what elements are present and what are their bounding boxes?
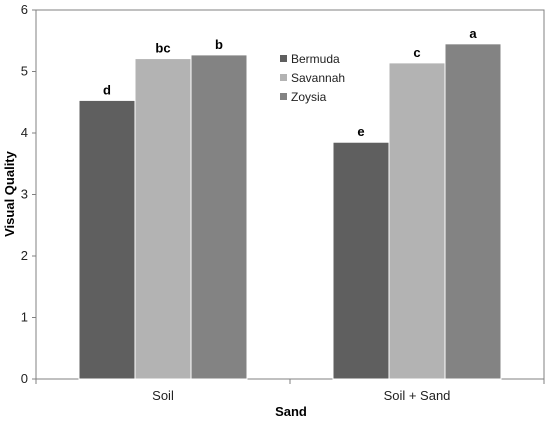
data-label: c [413,45,420,60]
y-tick-label: 6 [21,2,28,17]
x-axis: Soil Soil + Sand [35,379,545,403]
y-tick-label: 4 [21,125,28,140]
legend-label: Bermuda [291,52,340,66]
legend-swatch [280,74,287,81]
bars: d bc b e c a [78,26,502,380]
y-tick-label: 0 [21,371,28,386]
data-label: d [103,82,111,97]
data-label: e [357,124,364,139]
legend-label: Zoysia [291,90,327,104]
x-tick-label: Soil + Sand [384,388,451,403]
x-tick-label: Soil [152,388,174,403]
bar-savannah-soil-sand [388,62,446,380]
bar-savannah-soil [134,58,192,380]
bar-zoysia-soil-sand [444,43,502,380]
data-label: a [469,26,477,41]
legend-swatch [280,55,287,62]
bar-bermuda-soil [78,99,136,380]
x-axis-title: Sand [275,404,307,419]
legend-label: Savannah [291,71,345,85]
bar-bermuda-soil-sand [332,141,390,380]
y-tick-label: 2 [21,248,28,263]
bar-zoysia-soil [190,54,248,380]
data-label: bc [155,41,170,56]
y-tick-label: 3 [21,187,28,202]
data-label: b [215,37,223,52]
legend-swatch [280,93,287,100]
y-axis-title: Visual Quality [2,150,17,237]
y-axis: 0 1 2 3 4 5 6 [21,2,36,386]
y-tick-label: 5 [21,64,28,79]
y-tick-label: 1 [21,310,28,325]
legend: Bermuda Savannah Zoysia [280,52,345,104]
